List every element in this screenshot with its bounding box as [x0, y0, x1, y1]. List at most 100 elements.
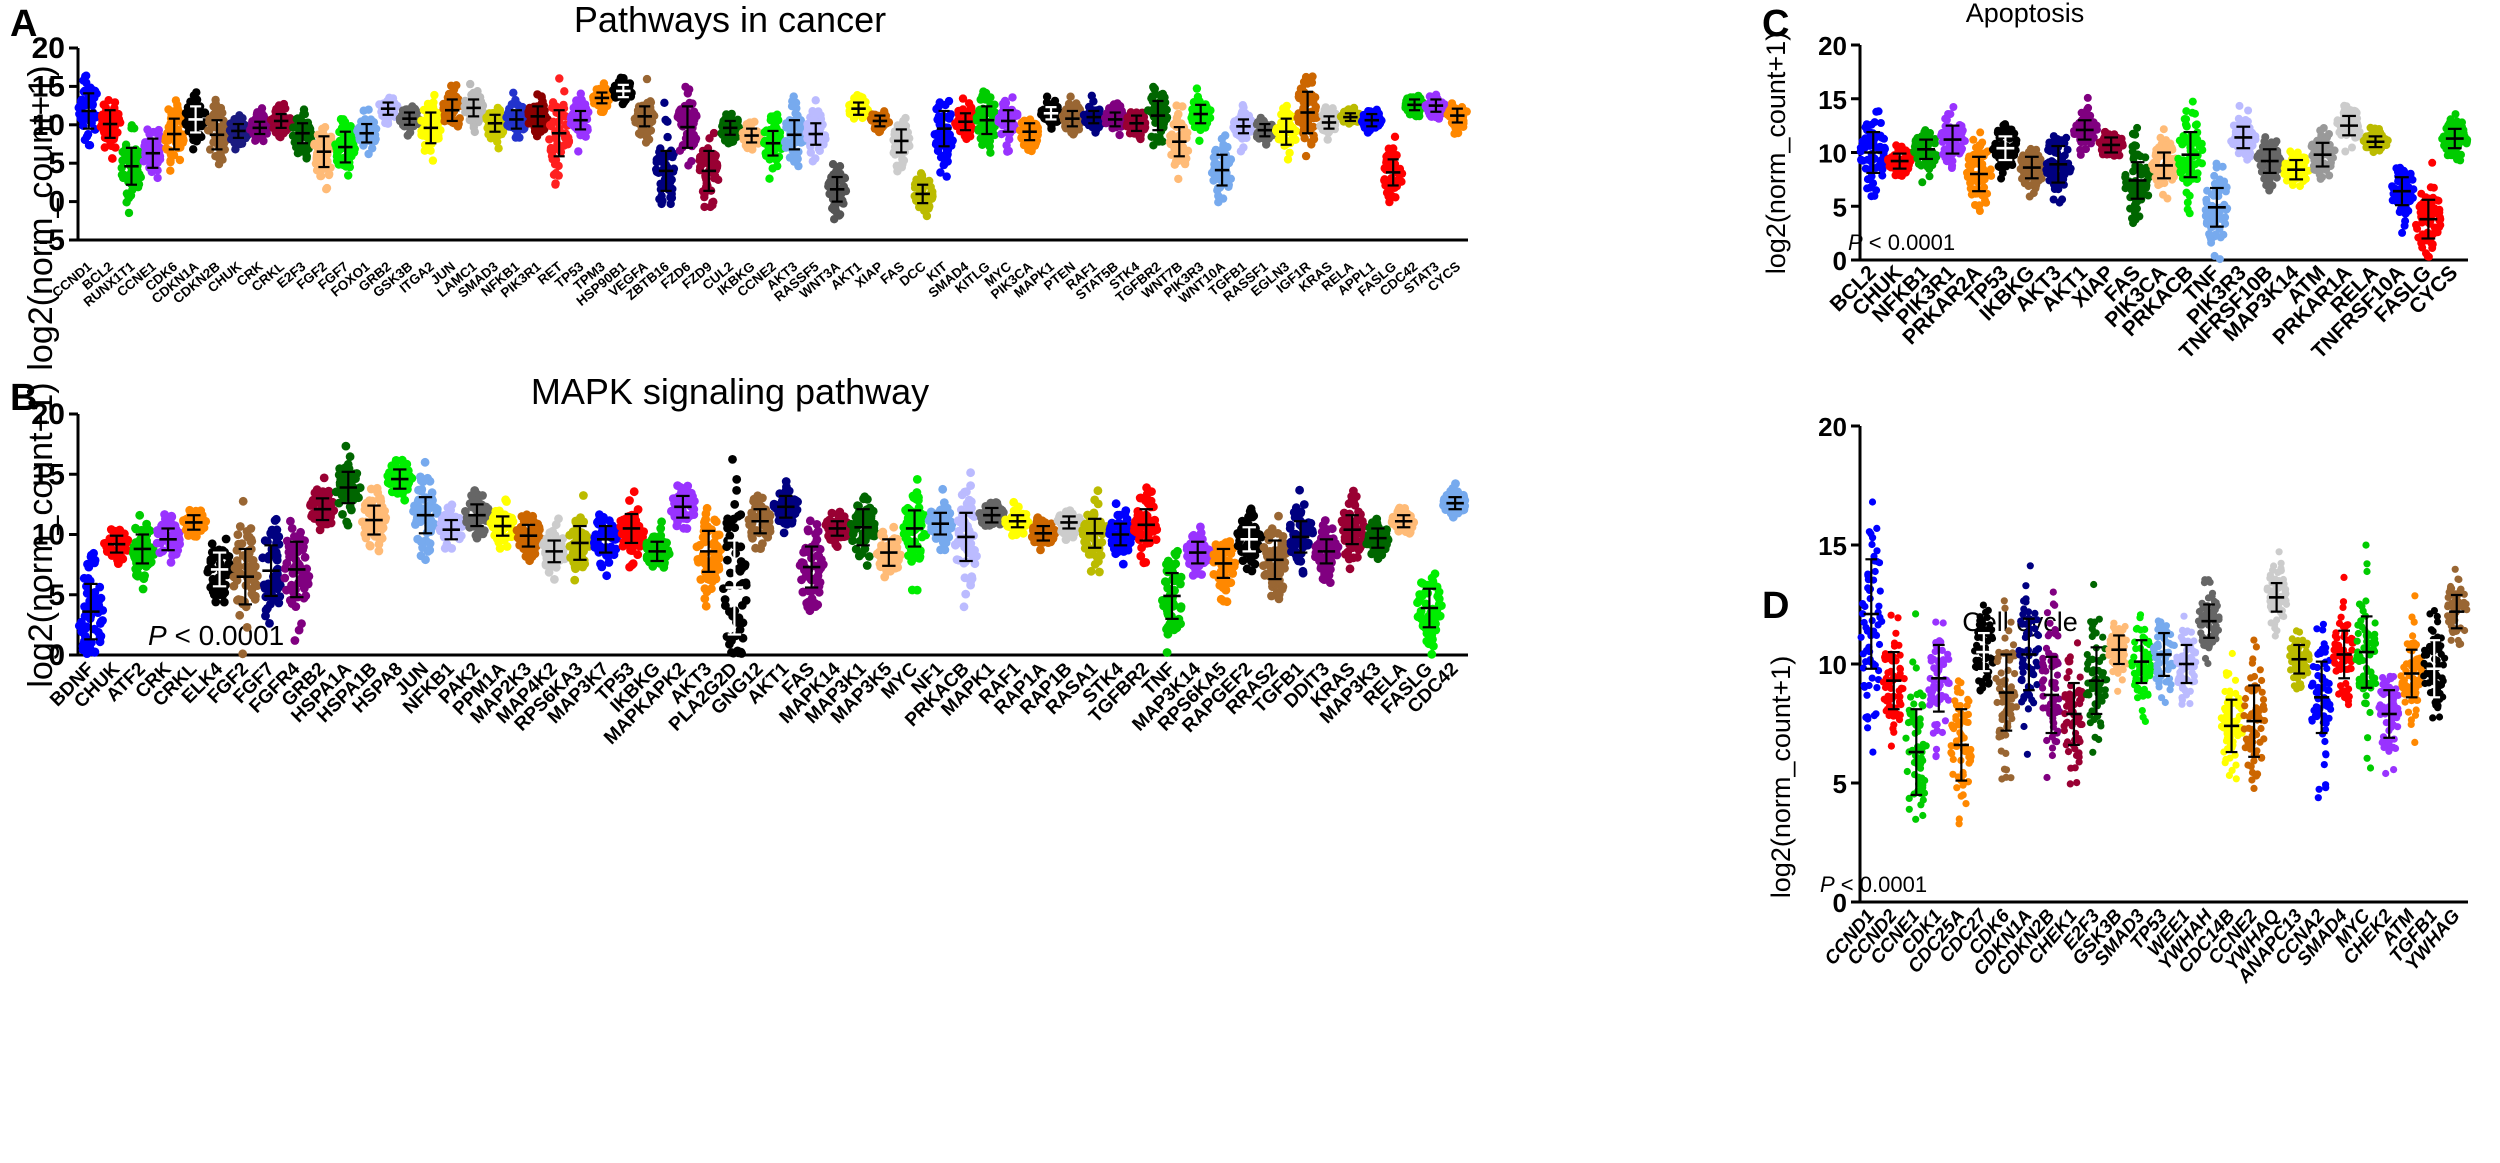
category-ikbkg	[738, 117, 765, 154]
data-point	[901, 135, 911, 144]
data-point	[272, 555, 282, 565]
category-e2f3	[288, 105, 316, 163]
data-point	[96, 631, 106, 641]
data-point	[808, 157, 817, 166]
y-tick-label: 10	[32, 519, 65, 552]
data-point	[1174, 174, 1183, 184]
data-point	[655, 194, 664, 204]
data-point	[1280, 135, 1289, 144]
data-point	[323, 140, 333, 149]
data-point	[1239, 103, 1248, 112]
data-point	[216, 106, 225, 115]
data-point	[211, 95, 220, 105]
data-point	[88, 96, 97, 105]
data-point	[708, 201, 717, 210]
data-point	[331, 140, 340, 149]
data-point	[581, 132, 590, 141]
data-point	[345, 452, 355, 462]
data-point	[447, 544, 457, 553]
data-point	[574, 147, 583, 156]
data-point	[685, 85, 694, 94]
data-point	[426, 146, 435, 155]
data-point	[380, 506, 389, 516]
category-cdk6	[161, 96, 188, 175]
data-point	[1305, 77, 1314, 86]
data-point	[939, 160, 948, 170]
data-point	[934, 143, 943, 153]
data-point	[709, 128, 719, 138]
data-point	[661, 115, 670, 125]
data-point	[1459, 122, 1468, 131]
data-point	[667, 193, 677, 203]
category-kras	[1316, 103, 1342, 144]
category-tpm3	[589, 79, 614, 117]
data-point	[349, 491, 358, 501]
data-point	[1172, 101, 1181, 110]
data-point	[333, 150, 342, 160]
category-smad3	[482, 103, 510, 153]
data-point	[91, 594, 101, 603]
data-point	[644, 128, 653, 137]
data-point	[452, 81, 461, 90]
data-point	[1311, 102, 1321, 112]
data-point	[235, 522, 245, 531]
data-point	[1008, 93, 1017, 102]
panel-b-chart: 05101520BDNFCHUKATF2CRKCRKLELK4FGF2FGF7F…	[32, 398, 1470, 749]
data-point	[261, 611, 270, 621]
data-point	[1428, 112, 1437, 121]
data-point	[1230, 117, 1239, 126]
data-point	[1135, 132, 1144, 142]
data-point	[347, 152, 356, 161]
data-point	[247, 122, 256, 131]
category-hspa1b	[358, 483, 391, 556]
category-wnt10a	[1207, 131, 1236, 207]
category-gsk3b	[395, 102, 424, 140]
data-point	[219, 116, 228, 125]
panel-a-title: Pathways in cancer	[574, 0, 886, 40]
y-tick-label: 5	[48, 579, 65, 612]
data-point	[684, 161, 693, 170]
y-tick-label: 10	[32, 109, 65, 142]
data-point	[344, 123, 353, 132]
category-fgf2	[310, 123, 338, 194]
data-point	[1113, 99, 1122, 108]
data-point	[1101, 113, 1110, 123]
category-xiap	[866, 107, 894, 137]
category-vegfa	[630, 74, 659, 147]
data-point	[110, 526, 120, 536]
data-point	[417, 126, 426, 136]
category-pik3r3	[1187, 84, 1215, 145]
data-point	[206, 145, 215, 154]
data-point	[930, 130, 939, 139]
data-point	[663, 182, 672, 191]
category-pik3r1	[524, 90, 552, 141]
data-point	[265, 619, 274, 628]
data-point	[913, 194, 923, 203]
data-point	[132, 155, 142, 165]
data-point	[166, 157, 175, 167]
category-grb2	[375, 93, 402, 128]
data-point	[773, 161, 782, 171]
data-point	[160, 510, 170, 519]
data-point	[560, 87, 569, 96]
category-pak2	[461, 486, 493, 543]
data-point	[181, 108, 191, 118]
data-point	[275, 132, 284, 141]
category-hspa8	[383, 455, 417, 505]
data-point	[290, 636, 300, 645]
data-point	[335, 127, 344, 137]
data-point	[1415, 93, 1424, 103]
data-point	[765, 174, 774, 183]
data-point	[430, 503, 440, 512]
data-point	[724, 139, 733, 148]
data-point	[139, 574, 149, 584]
data-point	[171, 110, 181, 120]
category-fgf7	[258, 514, 285, 628]
category-appl1	[1357, 105, 1386, 137]
data-point	[118, 156, 128, 166]
data-point	[83, 130, 93, 139]
category-lamc1	[460, 79, 488, 137]
data-point	[236, 139, 245, 148]
data-point	[1152, 135, 1162, 144]
